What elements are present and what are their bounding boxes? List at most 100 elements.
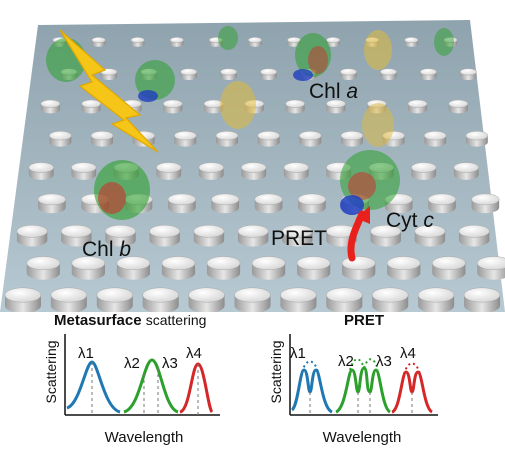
label-chl-b: Chl b	[82, 238, 132, 261]
nanodisk-top	[251, 256, 286, 271]
nanodisk-top	[420, 68, 437, 76]
nanodisk-top	[424, 130, 447, 141]
y-axis-label: Scattering	[43, 340, 59, 403]
protein-background	[46, 26, 454, 147]
nanodisk-top	[105, 224, 136, 238]
nanodisk-top	[116, 256, 151, 271]
nanodisk-top	[91, 37, 106, 43]
spectrum-left: Scattering Wavelength λ1 λ2 λ3 λ4	[43, 334, 220, 446]
nanodisk-top	[81, 99, 102, 108]
peak-1-curve	[66, 360, 121, 414]
x-axis-label: Wavelength	[323, 429, 402, 446]
nanodisk-top	[296, 256, 331, 271]
nanodisk-top	[169, 37, 184, 43]
pret-peak-23-curve	[335, 366, 392, 414]
panel-pret: PRET Scattering Wavelength λ1 λ2 λ3 λ4	[266, 312, 466, 462]
nanodisk-top	[254, 193, 283, 206]
nanodisk-top	[380, 68, 397, 76]
nanodisk-top	[142, 287, 179, 303]
protein-cyt-c	[340, 150, 400, 215]
panel-right-title: PRET	[344, 312, 385, 329]
nanodisk-array	[4, 37, 505, 312]
nanodisk-top	[174, 130, 197, 141]
nanodisk-top	[458, 224, 490, 238]
nanodisk-top	[371, 287, 409, 303]
nanodisk-top	[417, 287, 455, 303]
nanodisk-top	[234, 287, 271, 303]
unperturbed-peaks	[301, 358, 421, 375]
nanodisk-top	[341, 256, 376, 271]
nanodisk-top	[60, 224, 92, 238]
nanodisk-top	[326, 287, 363, 303]
metasurface-scene	[0, 20, 505, 312]
nanodisk-top	[4, 287, 42, 303]
nanodisk-top	[188, 287, 225, 303]
nanodisk-top	[297, 193, 326, 206]
nanodisk-top	[16, 224, 48, 238]
protein-chl-a	[293, 33, 331, 81]
panel-metasurface-scattering: Metasurface scattering Scattering Wavele…	[40, 312, 265, 462]
nanodisk-top	[90, 130, 114, 141]
nanodisk-top	[215, 130, 239, 141]
lambda-1-label: λ1	[290, 345, 306, 362]
nanodisk-top	[257, 130, 280, 141]
nanodisk-top	[326, 37, 341, 43]
nanodisk-top	[237, 224, 269, 238]
nanodisk-top	[220, 68, 238, 76]
nanodisk-top	[407, 99, 428, 108]
nanodisk-top	[285, 99, 305, 108]
nanodisk-top	[283, 162, 309, 173]
nanodisk-top	[281, 224, 313, 238]
lambda-4-label: λ4	[186, 345, 202, 362]
nanodisk-top	[149, 224, 181, 238]
lambda-1-label: λ1	[78, 345, 94, 362]
nanodisk-top	[340, 68, 357, 76]
nanodisk-top	[471, 193, 500, 206]
nanodisk-top	[260, 68, 278, 76]
nanodisk-top	[241, 162, 267, 173]
nanodisk-top	[71, 162, 97, 173]
nanodisk-top	[248, 37, 262, 43]
nanodisk-top	[49, 130, 72, 141]
nanodisk-top	[299, 130, 322, 141]
nanodisk-top	[193, 224, 225, 238]
label-pret: PRET	[271, 227, 328, 250]
excitation-lightning	[59, 29, 159, 153]
nanodisk-top	[459, 68, 477, 76]
lambda-3-label: λ3	[162, 355, 178, 372]
nanodisk-top	[28, 162, 54, 173]
nanodisk-top	[211, 193, 240, 206]
pret-arrow	[347, 206, 370, 262]
nanodisk-top	[411, 162, 437, 173]
nanodisk-top	[167, 193, 196, 206]
nanodisk-top	[26, 256, 61, 271]
y-axis-label: Scattering	[268, 340, 284, 403]
lambda-4-label: λ4	[400, 345, 416, 362]
pret-peak-1-curve	[290, 368, 333, 414]
nanodisk-top	[427, 193, 457, 206]
nanodisk-top	[198, 162, 224, 173]
protein-chl-b	[94, 160, 150, 220]
nanodisk-top	[71, 256, 106, 271]
spectrum-right: Scattering Wavelength λ1 λ2 λ3 λ4	[268, 334, 438, 446]
nanodisk-top	[463, 287, 501, 303]
x-axis-label: Wavelength	[105, 429, 184, 446]
nanodisk-top	[465, 130, 489, 141]
lambda-2-label: λ2	[338, 353, 354, 370]
nanodisk-top	[404, 37, 419, 43]
nanodisk-top	[340, 130, 364, 141]
nanodisk-top	[180, 68, 198, 76]
nanodisk-top	[453, 162, 479, 173]
label-chl-a: Chl a	[309, 80, 359, 103]
nanodisk-top	[280, 287, 317, 303]
nanodisk-top	[386, 256, 421, 271]
peak-markers	[91, 362, 199, 415]
nanodisk-top	[370, 224, 402, 238]
lambda-2-label: λ2	[124, 355, 140, 372]
nanodisk-top	[161, 256, 196, 271]
nanodisk-top	[431, 256, 466, 271]
lambda-3-label: λ3	[376, 353, 392, 370]
panel-left-title: Metasurface scattering	[54, 312, 207, 329]
nanodisk-top	[50, 287, 88, 303]
nanodisk-top	[448, 99, 469, 108]
